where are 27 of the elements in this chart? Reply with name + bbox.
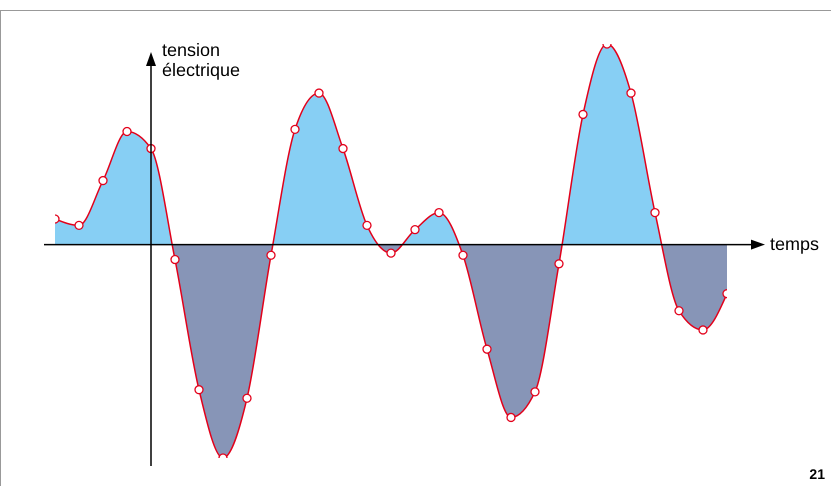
x-axis-title: temps (770, 234, 820, 254)
point (458, 250, 468, 260)
point (578, 110, 588, 120)
point (530, 387, 540, 396)
point (626, 88, 636, 98)
point (242, 394, 252, 403)
point (266, 250, 276, 260)
text: 21 (809, 466, 825, 482)
point (410, 225, 420, 234)
point (338, 144, 348, 154)
point (362, 220, 372, 230)
point (650, 208, 660, 218)
point (98, 176, 108, 186)
point (386, 248, 396, 258)
point (698, 325, 708, 335)
point (170, 254, 180, 264)
point (482, 344, 492, 354)
point (506, 412, 516, 422)
point (74, 220, 84, 230)
y-axis-title: tension électrique (162, 40, 242, 80)
point (194, 385, 204, 394)
point (122, 126, 132, 136)
point (674, 306, 684, 316)
point (314, 88, 324, 98)
point (554, 259, 564, 268)
point (290, 124, 300, 134)
point (434, 208, 444, 218)
